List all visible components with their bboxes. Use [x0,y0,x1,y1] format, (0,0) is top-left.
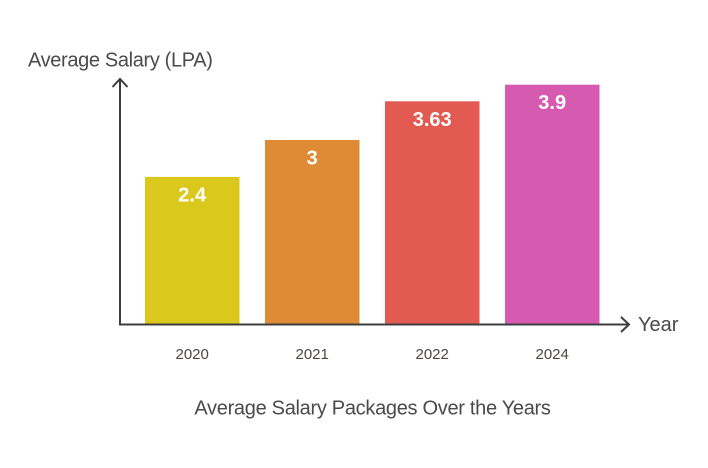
svg-text:2021: 2021 [296,346,329,363]
svg-text:2020: 2020 [176,346,209,363]
svg-text:2022: 2022 [416,346,449,363]
svg-text:3.63: 3.63 [413,109,452,131]
svg-text:2.4: 2.4 [178,184,207,206]
svg-text:Average Salary Packages Over t: Average Salary Packages Over the Years [194,397,551,419]
svg-text:3.9: 3.9 [538,92,566,114]
svg-text:Average Salary (LPA): Average Salary (LPA) [28,49,213,71]
svg-text:2024: 2024 [536,346,569,363]
svg-text:3: 3 [307,148,318,170]
svg-text:Year: Year [638,314,679,336]
